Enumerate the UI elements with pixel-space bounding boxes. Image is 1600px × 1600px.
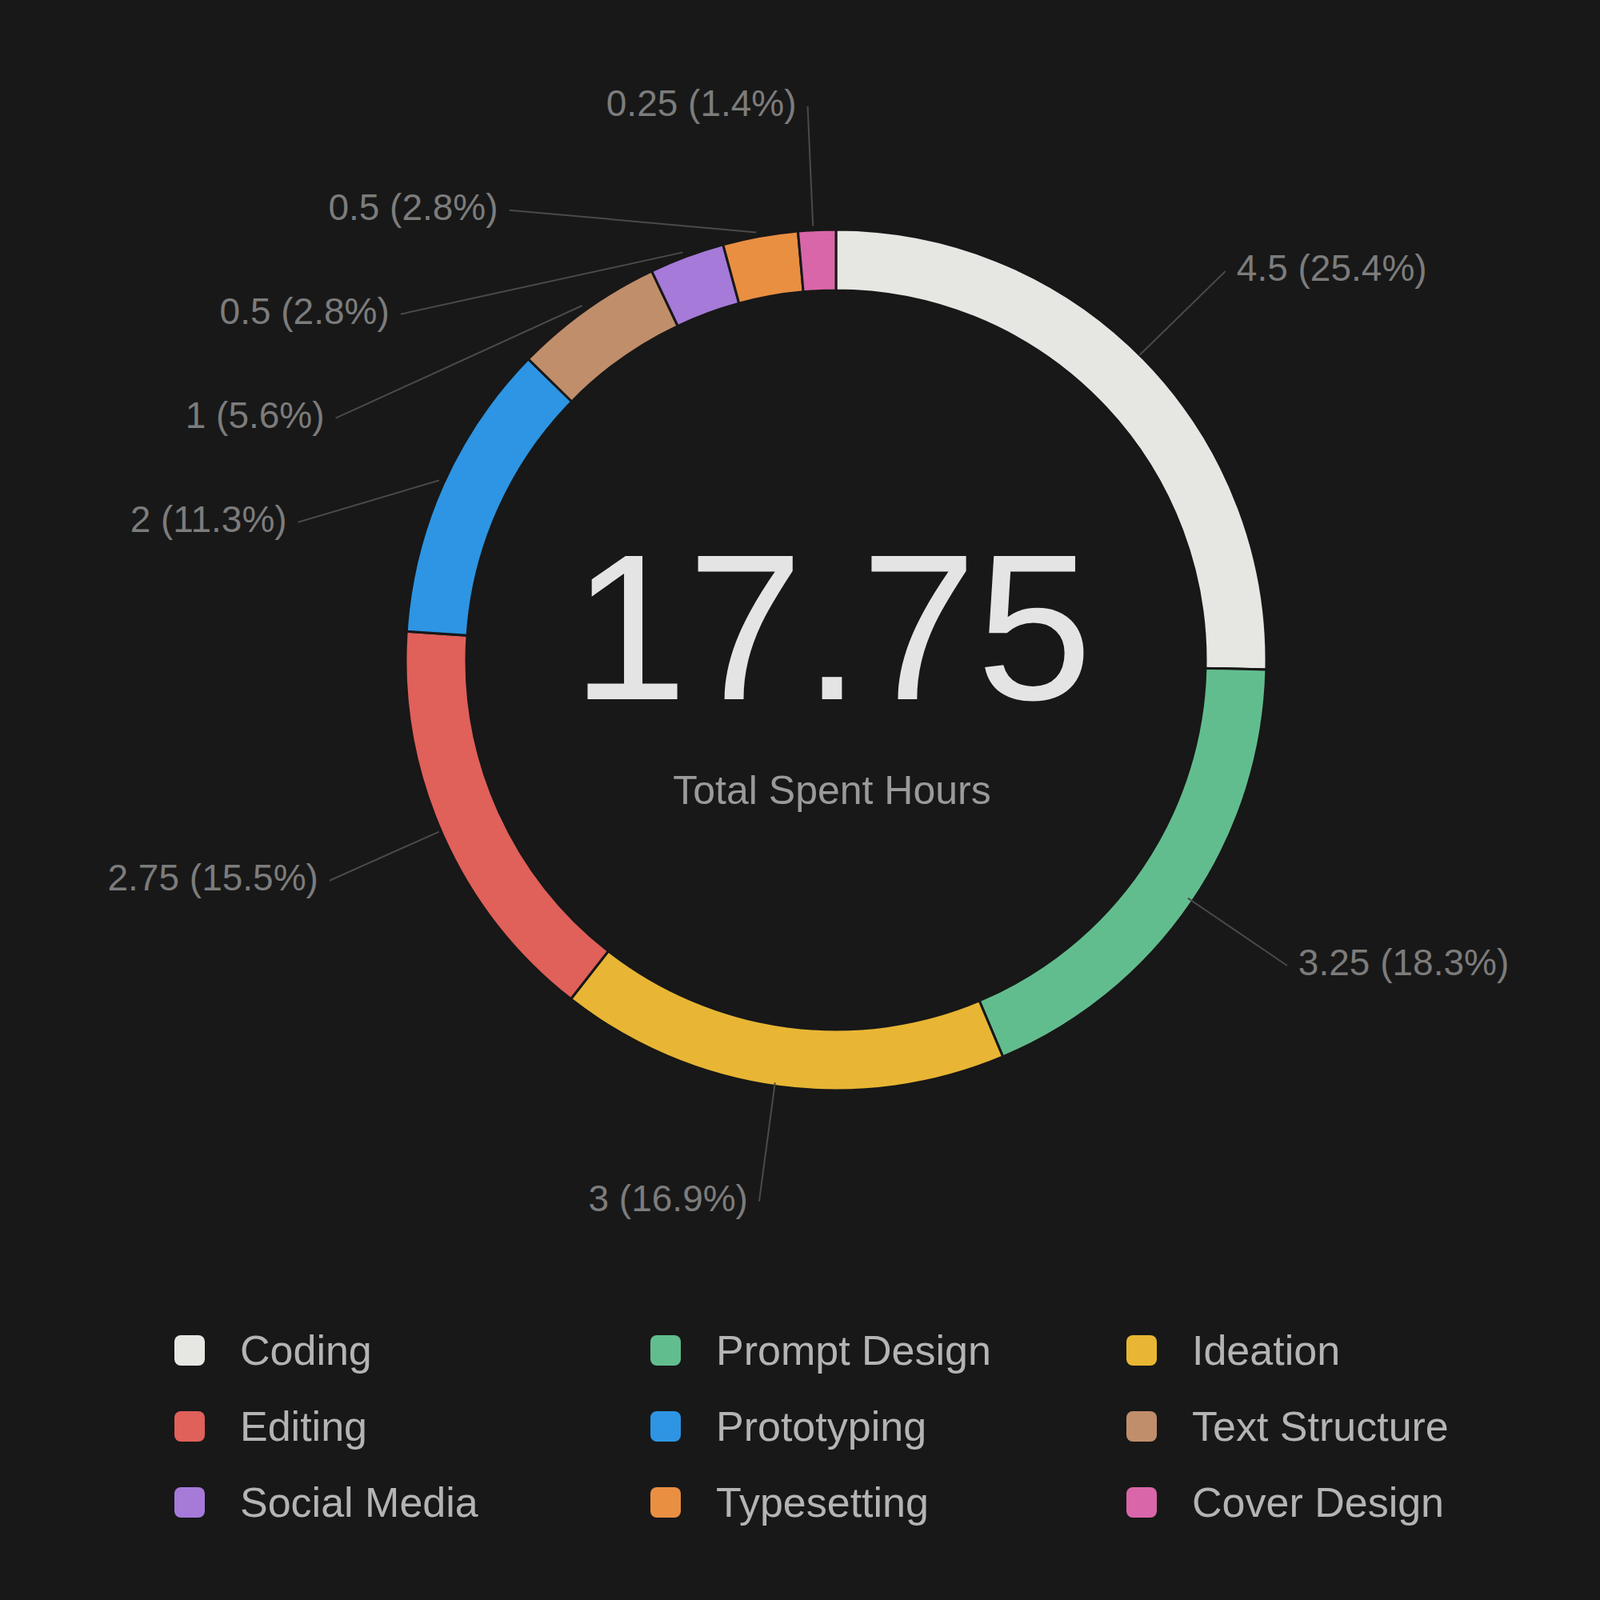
svg-text:1 (5.6%): 1 (5.6%): [185, 394, 325, 436]
svg-text:0.5 (2.8%): 0.5 (2.8%): [328, 186, 498, 228]
svg-text:3.25 (18.3%): 3.25 (18.3%): [1298, 941, 1509, 984]
html-text:17.75: 17.75: [571, 511, 1093, 744]
html-text:Editing: Editing: [240, 1402, 368, 1450]
svg-text:3 (16.9%): 3 (16.9%): [588, 1177, 748, 1220]
html-text:Ideation: Ideation: [1192, 1326, 1340, 1374]
svg-text:0.25 (1.4%): 0.25 (1.4%): [606, 82, 797, 124]
svg-text:2 (11.3%): 2 (11.3%): [130, 498, 288, 540]
html-text:Text Structure: Text Structure: [1192, 1402, 1449, 1450]
svg-text:2.75 (15.5%): 2.75 (15.5%): [108, 856, 319, 899]
html-text:Prototyping: Prototyping: [716, 1402, 927, 1450]
html-text:Total Spent Hours: Total Spent Hours: [673, 768, 991, 813]
html-text:Coding: Coding: [240, 1326, 372, 1374]
html-text:Cover Design: Cover Design: [1192, 1478, 1444, 1526]
svg-text:0.5 (2.8%): 0.5 (2.8%): [220, 290, 390, 332]
svg-text:4.5 (25.4%): 4.5 (25.4%): [1236, 247, 1428, 289]
html-text:Social Media: Social Media: [240, 1478, 479, 1526]
html-text:Prompt Design: Prompt Design: [716, 1326, 992, 1374]
html-text:Typesetting: Typesetting: [716, 1478, 929, 1526]
